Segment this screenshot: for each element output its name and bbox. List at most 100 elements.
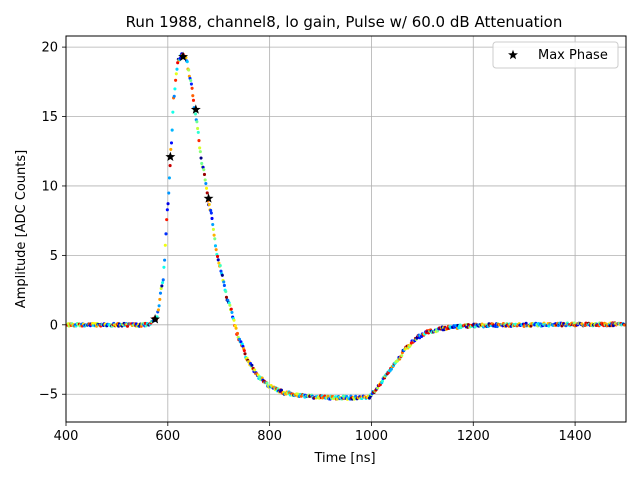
data-point — [210, 216, 214, 220]
data-point — [167, 191, 171, 195]
data-point — [163, 243, 167, 247]
data-point — [400, 354, 404, 358]
data-point — [158, 297, 162, 301]
data-point — [326, 394, 330, 398]
max-phase-point — [190, 104, 201, 114]
data-point — [205, 191, 209, 195]
data-point — [189, 78, 193, 83]
y-tick-label: 15 — [41, 110, 58, 125]
max-phase-series — [150, 51, 214, 324]
data-point — [199, 156, 203, 160]
data-point — [125, 324, 130, 328]
data-point — [185, 60, 189, 64]
x-tick-label: 1400 — [559, 429, 592, 444]
data-point — [572, 321, 576, 325]
data-point — [161, 278, 165, 282]
data-point — [196, 126, 200, 131]
data-point — [204, 182, 208, 186]
data-point — [376, 386, 380, 390]
data-point — [198, 146, 202, 150]
data-point — [162, 265, 166, 269]
y-tick-label: −5 — [39, 388, 58, 403]
data-point — [253, 368, 257, 372]
data-point — [203, 178, 207, 182]
data-point — [213, 244, 218, 248]
data-point — [224, 295, 229, 299]
data-point — [228, 303, 232, 307]
y-tick-label: 20 — [41, 41, 58, 56]
data-point — [198, 150, 202, 154]
data-point — [196, 130, 200, 134]
data-point — [169, 147, 173, 151]
y-tick-label: 10 — [41, 179, 58, 194]
data-point — [243, 352, 247, 356]
legend: Max Phase — [492, 41, 619, 69]
data-point — [229, 307, 233, 311]
data-point — [209, 208, 213, 212]
y-axis-label: Amplitude [ADC Counts] — [14, 150, 29, 308]
data-point — [197, 139, 201, 143]
data-point — [201, 165, 205, 169]
x-axis: 400 600 800 1000 1200 1400 — [54, 422, 592, 444]
legend-label: Max Phase — [538, 48, 608, 63]
data-point — [170, 128, 174, 132]
data-point — [237, 337, 242, 341]
data-point — [175, 67, 179, 71]
data-point — [215, 254, 220, 259]
data-point — [214, 248, 218, 252]
data-point — [219, 269, 223, 273]
data-point — [216, 258, 220, 262]
data-point — [611, 324, 615, 328]
data-point — [212, 233, 216, 237]
data-point — [167, 176, 171, 180]
x-tick-label: 400 — [54, 429, 79, 444]
x-tick-label: 800 — [257, 429, 282, 444]
data-point — [265, 381, 269, 385]
data-point — [161, 281, 165, 285]
max-phase-point — [150, 314, 161, 324]
x-axis-label: Time [ns] — [313, 451, 375, 466]
data-point — [190, 86, 194, 90]
data-point — [232, 318, 236, 322]
data-point — [222, 283, 226, 288]
legend-star-icon — [508, 49, 518, 60]
data-point — [622, 323, 626, 327]
data-point — [159, 286, 163, 291]
max-phase-point — [178, 51, 189, 62]
data-point — [230, 310, 234, 314]
data-point — [211, 227, 215, 231]
data-point — [227, 301, 231, 305]
y-tick-label: 5 — [50, 249, 58, 264]
data-point — [164, 232, 168, 236]
data-point — [389, 367, 393, 371]
data-point — [217, 261, 221, 265]
data-point — [191, 98, 196, 102]
data-point — [174, 78, 178, 82]
data-point — [195, 120, 199, 124]
data-point — [222, 280, 226, 284]
data-points — [65, 52, 626, 401]
max-phase-point — [203, 193, 214, 203]
data-point — [239, 340, 243, 344]
data-point — [204, 186, 209, 190]
data-point — [235, 331, 240, 336]
data-point — [202, 168, 206, 172]
data-point — [158, 291, 163, 295]
data-point — [172, 94, 176, 98]
data-point — [211, 222, 215, 227]
data-point — [209, 211, 213, 215]
data-point — [207, 203, 211, 207]
data-point — [171, 110, 175, 114]
plot-frame — [65, 35, 627, 423]
data-point — [213, 237, 217, 241]
data-point — [176, 61, 180, 65]
x-tick-label: 600 — [155, 429, 180, 444]
data-point — [163, 258, 167, 262]
y-tick-label: 0 — [50, 318, 58, 333]
data-point — [174, 72, 178, 76]
x-tick-label: 1000 — [355, 429, 388, 444]
data-point — [233, 324, 237, 328]
data-point — [168, 164, 172, 168]
data-point — [234, 326, 238, 330]
